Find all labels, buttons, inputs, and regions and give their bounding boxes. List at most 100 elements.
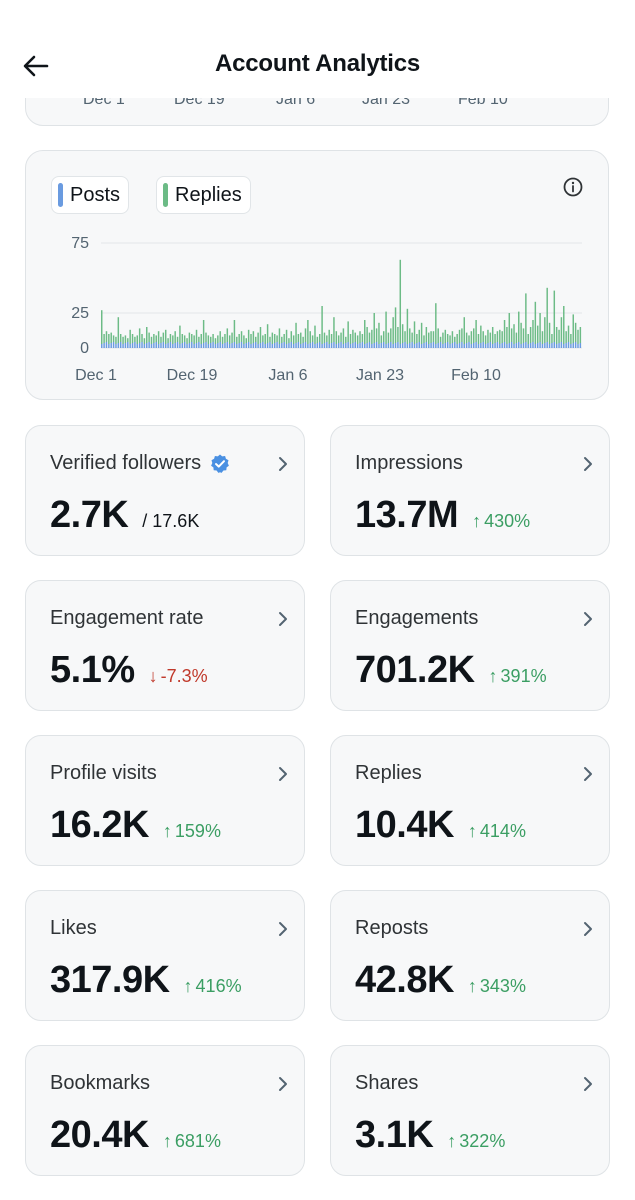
bar-posts bbox=[529, 343, 532, 348]
bar-posts bbox=[508, 343, 511, 348]
stat-card-impressions[interactable]: Impressions 13.7M ↑ 430% bbox=[330, 425, 610, 556]
bar-posts bbox=[392, 344, 394, 348]
stat-change: ↑ 343% bbox=[468, 976, 526, 997]
stat-value-row: 13.7M ↑ 430% bbox=[355, 494, 530, 537]
bar-replies bbox=[307, 320, 309, 344]
bar-replies bbox=[449, 335, 451, 344]
bar-replies bbox=[105, 331, 108, 342]
bar-posts bbox=[496, 342, 499, 348]
bar-posts bbox=[468, 342, 470, 348]
bar-replies bbox=[143, 338, 146, 344]
bar-replies bbox=[266, 324, 269, 343]
bar-posts bbox=[226, 342, 229, 348]
bar-posts bbox=[255, 342, 257, 348]
bar-replies bbox=[380, 335, 383, 343]
trend-arrow-icon: ↑ bbox=[467, 976, 477, 996]
bar-replies bbox=[548, 322, 551, 344]
bar-posts bbox=[534, 344, 537, 348]
stat-change: ↑ 430% bbox=[472, 511, 530, 532]
bar-posts bbox=[326, 342, 328, 348]
bar-replies bbox=[371, 329, 373, 344]
bar-replies bbox=[373, 313, 375, 343]
bar-posts bbox=[283, 342, 285, 348]
bar-replies bbox=[127, 338, 129, 342]
stat-card-profile-visits[interactable]: Profile visits 16.2K ↑ 159% bbox=[25, 735, 305, 866]
bar-replies bbox=[527, 334, 529, 344]
chevron-right-icon bbox=[279, 1077, 287, 1091]
chevron-right-icon bbox=[279, 612, 287, 626]
bar-replies bbox=[385, 311, 387, 344]
bar-replies bbox=[392, 317, 394, 344]
bar-replies bbox=[148, 332, 150, 342]
chevron-right-icon bbox=[584, 922, 592, 936]
bar-posts bbox=[250, 344, 252, 348]
bar-replies bbox=[572, 314, 574, 343]
bar-replies bbox=[129, 329, 131, 344]
bar-replies bbox=[378, 322, 380, 344]
bar-replies bbox=[499, 329, 501, 344]
stat-card-replies[interactable]: Replies 10.4K ↑ 414% bbox=[330, 735, 610, 866]
bar-posts bbox=[442, 344, 444, 348]
bar-posts bbox=[501, 343, 503, 348]
bar-posts bbox=[444, 343, 447, 348]
bar-replies bbox=[292, 335, 295, 344]
bar-posts bbox=[373, 343, 375, 348]
bar-posts bbox=[224, 343, 226, 348]
bar-posts bbox=[506, 344, 508, 348]
bar-posts bbox=[385, 344, 387, 348]
bar-replies bbox=[179, 325, 181, 344]
bar-replies bbox=[366, 327, 368, 343]
bar-replies bbox=[269, 336, 271, 342]
bar-posts bbox=[399, 344, 402, 348]
bar-posts bbox=[387, 343, 390, 348]
bar-posts bbox=[295, 343, 297, 348]
stat-value: 701.2K bbox=[355, 649, 475, 691]
stat-card-engagement-rate[interactable]: Engagement rate 5.1% ↓ -7.3% bbox=[25, 580, 305, 711]
bar-replies bbox=[335, 331, 338, 344]
bar-posts bbox=[101, 344, 103, 348]
bar-replies bbox=[463, 317, 465, 344]
back-button[interactable] bbox=[18, 48, 54, 84]
bar-replies bbox=[333, 317, 335, 342]
bar-replies bbox=[240, 331, 243, 342]
stat-value: 20.4K bbox=[50, 1114, 149, 1156]
bar-replies bbox=[210, 336, 212, 343]
bar-replies bbox=[567, 325, 570, 342]
legend-posts-toggle[interactable]: Posts bbox=[51, 176, 130, 214]
bar-replies bbox=[164, 329, 167, 344]
bar-replies bbox=[401, 324, 404, 343]
bar-posts bbox=[539, 342, 541, 348]
stat-label-text: Reposts bbox=[355, 917, 429, 939]
info-icon[interactable] bbox=[562, 176, 584, 198]
bar-replies bbox=[539, 313, 541, 342]
bar-posts bbox=[266, 343, 269, 348]
bar-replies bbox=[250, 334, 252, 344]
stat-card-bookmarks[interactable]: Bookmarks 20.4K ↑ 681% bbox=[25, 1045, 305, 1176]
x-tick-label: Jan 6 bbox=[268, 367, 307, 384]
stat-card-reposts[interactable]: Reposts 42.8K ↑ 343% bbox=[330, 890, 610, 1021]
bar-replies bbox=[359, 331, 361, 343]
trend-arrow-icon: ↑ bbox=[467, 821, 477, 841]
bar-posts bbox=[475, 342, 477, 348]
bar-posts bbox=[198, 342, 200, 348]
bar-posts bbox=[179, 344, 181, 348]
stat-card-likes[interactable]: Likes 317.9K ↑ 416% bbox=[25, 890, 305, 1021]
stat-card-engagements[interactable]: Engagements 701.2K ↑ 391% bbox=[330, 580, 610, 711]
bar-replies bbox=[518, 311, 520, 342]
bar-posts bbox=[169, 342, 172, 348]
bar-posts bbox=[456, 344, 458, 348]
bar-posts bbox=[525, 342, 527, 348]
stat-card-shares[interactable]: Shares 3.1K ↑ 322% bbox=[330, 1045, 610, 1176]
stat-card-verified-followers[interactable]: Verified followers 2.7K / 17.6K bbox=[25, 425, 305, 556]
bar-replies bbox=[328, 329, 330, 344]
y-tick-label: 75 bbox=[71, 235, 89, 252]
bar-posts bbox=[366, 343, 368, 348]
replies-swatch bbox=[163, 183, 168, 207]
bar-replies bbox=[326, 335, 328, 342]
stat-label: Verified followers bbox=[50, 452, 231, 475]
bar-posts bbox=[131, 343, 134, 348]
chevron-right-icon bbox=[279, 767, 287, 781]
bar-replies bbox=[217, 335, 219, 343]
bar-replies bbox=[314, 325, 316, 344]
legend-replies-toggle[interactable]: Replies bbox=[156, 176, 251, 214]
